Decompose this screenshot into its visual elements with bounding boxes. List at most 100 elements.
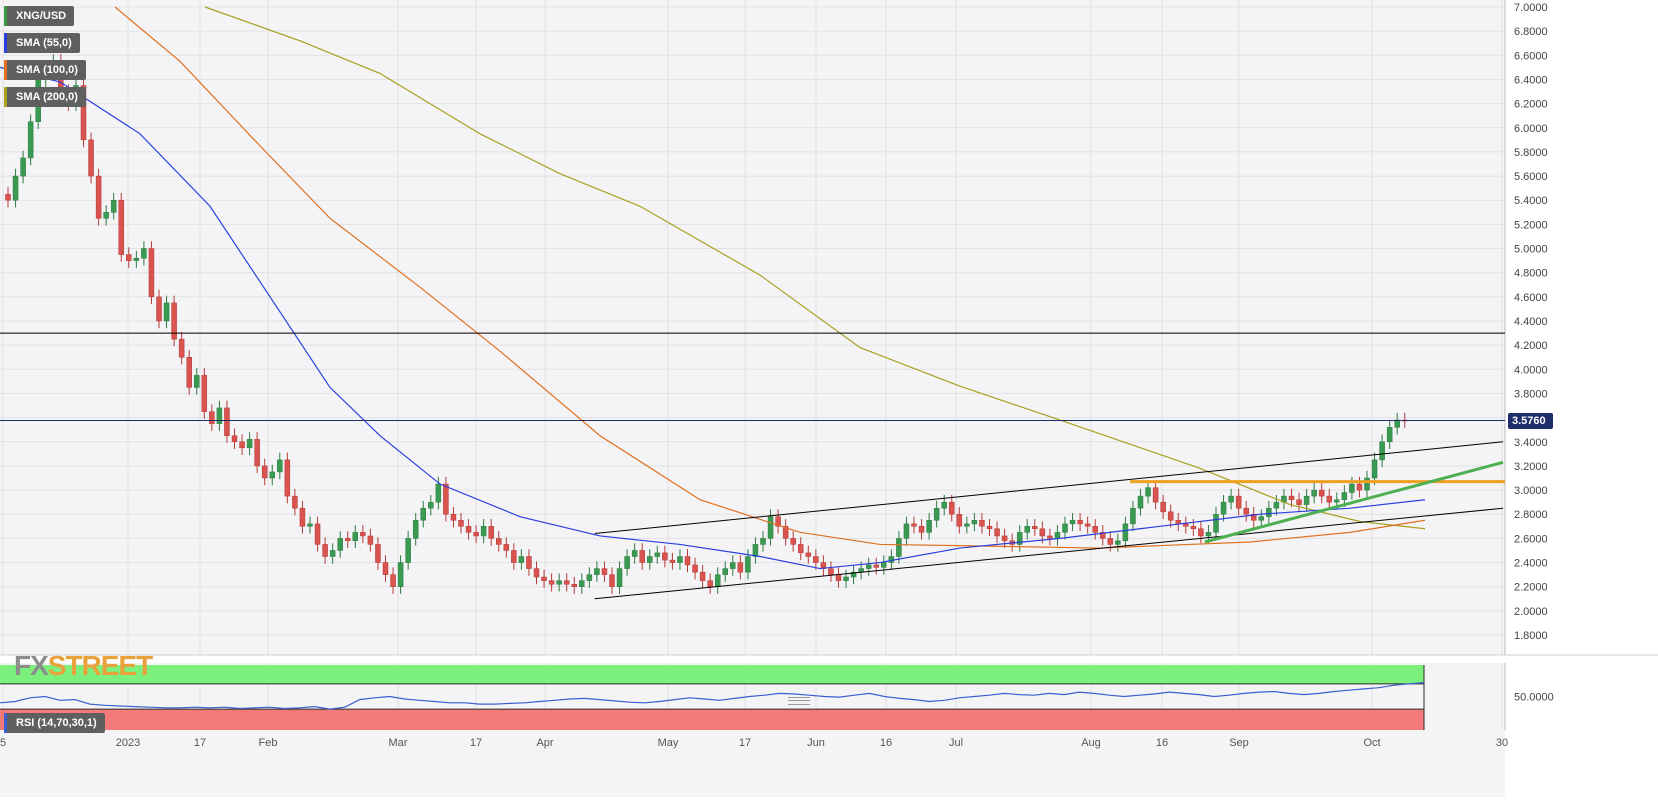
candle-body <box>171 302 177 340</box>
candle-body <box>526 556 532 569</box>
candle-body <box>1386 427 1393 443</box>
candle-body <box>971 520 978 525</box>
x-tick-label: 5 <box>0 737 6 749</box>
candle-body <box>412 520 419 539</box>
candle-body <box>616 568 623 587</box>
y-tick-label: 2.2000 <box>1514 582 1548 594</box>
candle-body <box>730 562 736 569</box>
candle-body <box>933 507 940 521</box>
candle-body <box>956 513 963 527</box>
candle-body <box>563 580 570 585</box>
candle-body <box>20 157 26 177</box>
candle-body <box>1152 487 1159 503</box>
y-tick-label: 6.0000 <box>1514 123 1548 135</box>
candle-body <box>941 501 947 509</box>
candle-body <box>435 483 442 503</box>
candle-body <box>103 212 109 219</box>
candle-body <box>12 175 19 201</box>
y-tick-label: 2.4000 <box>1514 558 1548 570</box>
candle-body <box>337 538 343 551</box>
candle-body <box>699 571 706 581</box>
candle-body <box>503 544 510 551</box>
candle-body <box>292 495 298 509</box>
candle-body <box>329 550 336 557</box>
candle-body <box>813 556 819 563</box>
candle-body <box>322 544 328 557</box>
y-tick-label: 3.4000 <box>1514 437 1548 449</box>
last-price-value: 3.5760 <box>1512 414 1546 427</box>
candle-body <box>511 550 517 563</box>
legend-rsi[interactable]: RSI (14,70,30,1) <box>4 713 105 733</box>
candle-body <box>224 407 230 436</box>
candle-body <box>533 568 540 578</box>
sma-100-line <box>114 6 1426 549</box>
candle-body <box>156 296 162 322</box>
legend-sma-55[interactable]: SMA (55,0) <box>4 33 80 53</box>
sma-200-line <box>204 6 1426 530</box>
candle-body <box>428 501 434 509</box>
candle-body <box>541 576 547 581</box>
sma-55-swatch <box>4 33 7 53</box>
candle-body <box>669 559 676 563</box>
candle-body <box>896 538 902 557</box>
candle-body <box>737 562 744 573</box>
candle-body <box>1303 495 1310 505</box>
y-tick-label: 5.6000 <box>1514 171 1548 183</box>
candle-body <box>631 550 638 557</box>
candle-body <box>654 552 661 557</box>
candle-body <box>782 526 789 539</box>
candle-body <box>473 532 479 537</box>
candle-body <box>80 85 87 141</box>
candle-body <box>1228 495 1234 503</box>
candle-body <box>1145 487 1151 497</box>
candle-body <box>775 516 781 527</box>
legend-sma-200-label: SMA (200,0) <box>16 91 78 103</box>
rsi-oversold-zone <box>0 709 1424 730</box>
candle-body <box>178 338 185 358</box>
rsi-line <box>0 682 1425 710</box>
candle-body <box>254 439 260 467</box>
candle-body <box>609 574 615 587</box>
y-tick-label: 4.8000 <box>1514 268 1548 280</box>
candle-body <box>1016 532 1023 545</box>
candle-body <box>873 564 879 568</box>
candle-body <box>1251 513 1257 521</box>
candle-body <box>1130 507 1136 525</box>
channel-trendline <box>594 507 1504 600</box>
candle-body <box>888 556 895 563</box>
candle-body <box>1122 523 1129 542</box>
y-tick-label: 5.8000 <box>1514 147 1548 159</box>
candle-body <box>1084 523 1091 527</box>
y-tick-label: 5.2000 <box>1514 219 1548 231</box>
candle-body <box>1167 511 1174 521</box>
candle-body <box>201 375 208 412</box>
legend-symbol[interactable]: XNG/USD <box>4 6 75 26</box>
candle-body <box>881 562 887 568</box>
candle-body <box>1379 441 1385 461</box>
candle-body <box>692 564 698 573</box>
fxstreet-logo: FXSTREET <box>14 650 153 681</box>
candle-body <box>828 568 834 575</box>
candle-body <box>1062 523 1068 533</box>
legend-sma-100-label: SMA (100,0) <box>16 64 78 76</box>
candle-body <box>209 411 215 424</box>
candle-body <box>798 544 804 554</box>
candle-body <box>352 532 359 542</box>
y-tick-label: 4.0000 <box>1514 364 1548 376</box>
legend-sma-200[interactable]: SMA (200,0) <box>4 87 86 107</box>
candle-body <box>397 562 404 587</box>
panel-resize-handle[interactable] <box>788 697 810 705</box>
x-tick-label: May <box>658 737 679 749</box>
legend-sma-100[interactable]: SMA (100,0) <box>4 60 86 80</box>
candle-body <box>790 538 796 545</box>
candle-body <box>1273 501 1280 509</box>
candle-body <box>707 580 713 587</box>
candle-body <box>367 535 374 545</box>
support-trendline <box>1204 460 1504 544</box>
candle-body <box>458 520 464 527</box>
candle-body <box>133 257 140 261</box>
candle-body <box>1024 526 1030 533</box>
rsi-tick-label: 50.0000 <box>1514 692 1554 704</box>
candle-body <box>548 580 555 585</box>
candle-body <box>624 556 630 569</box>
